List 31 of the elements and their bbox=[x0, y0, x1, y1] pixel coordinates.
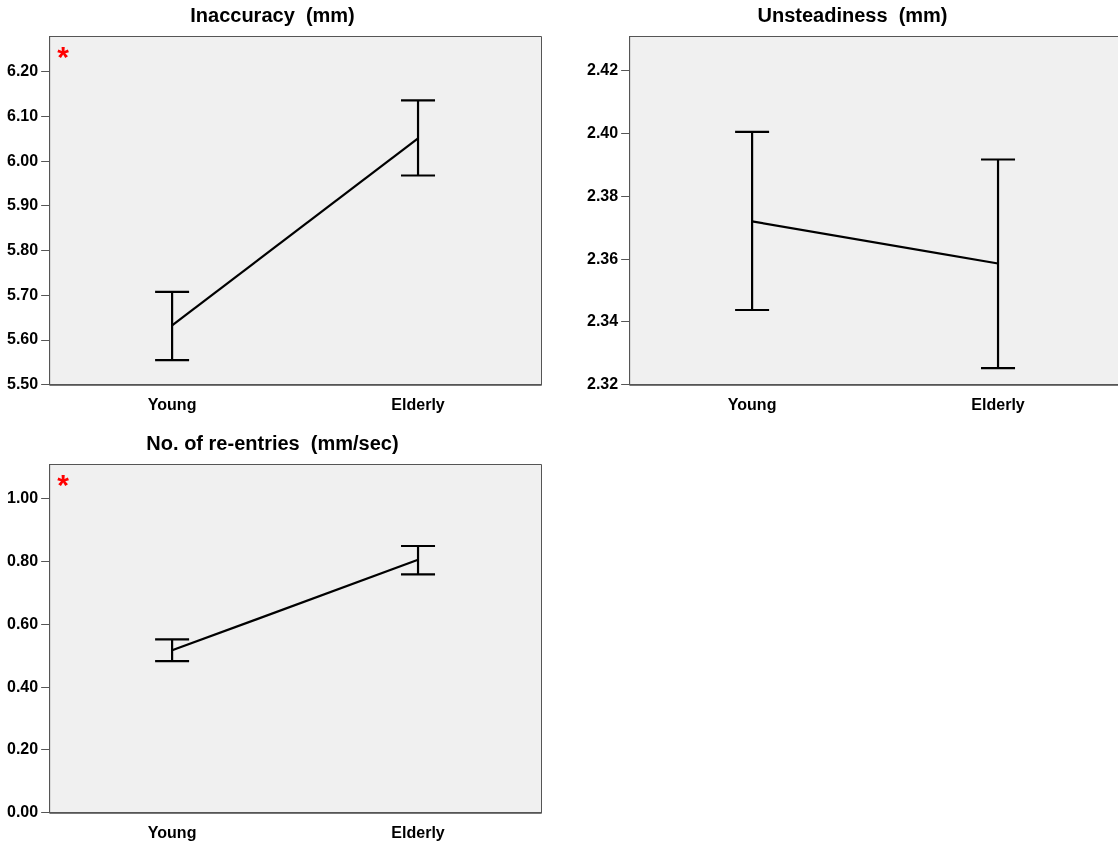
x-tick-label: Young bbox=[727, 395, 777, 413]
y-tick-label: 6.10 bbox=[7, 106, 39, 124]
y-tick-label: 5.90 bbox=[7, 196, 39, 214]
x-tick-label: Elderly bbox=[391, 823, 445, 841]
y-tick-label: 0.80 bbox=[7, 551, 39, 569]
y-tick-label: 5.70 bbox=[7, 285, 39, 303]
y-tick-label: 5.50 bbox=[7, 375, 39, 393]
x-tick-label: Elderly bbox=[391, 395, 445, 413]
y-tick-label: 0.00 bbox=[7, 803, 39, 821]
y-tick-label: 2.38 bbox=[587, 186, 619, 204]
x-tick-label: Elderly bbox=[971, 395, 1025, 413]
chart-title: No. of re-entries (mm/sec) bbox=[146, 431, 399, 454]
y-tick-label: 2.42 bbox=[587, 60, 619, 78]
y-tick-label: 0.60 bbox=[7, 614, 39, 632]
chart-title: Inaccuracy (mm) bbox=[190, 3, 355, 26]
x-tick-label: Young bbox=[147, 395, 197, 413]
y-tick-label: 0.40 bbox=[7, 677, 39, 695]
y-tick-label: 2.40 bbox=[587, 123, 619, 141]
y-tick-label: 5.80 bbox=[7, 241, 39, 259]
y-tick-label: 2.36 bbox=[587, 249, 619, 267]
x-tick-label: Young bbox=[147, 823, 197, 841]
chart-title: Unsteadiness (mm) bbox=[757, 3, 948, 26]
y-tick-label: 0.20 bbox=[7, 740, 39, 758]
y-tick-label: 2.34 bbox=[587, 312, 619, 330]
y-tick-label: 1.00 bbox=[7, 488, 39, 506]
y-tick-label: 6.20 bbox=[7, 62, 39, 80]
y-tick-label: 6.00 bbox=[7, 151, 39, 169]
y-tick-label: 2.32 bbox=[587, 375, 619, 393]
annotation: * bbox=[57, 468, 70, 502]
y-tick-label: 5.60 bbox=[7, 330, 39, 348]
annotation: * bbox=[57, 40, 70, 74]
